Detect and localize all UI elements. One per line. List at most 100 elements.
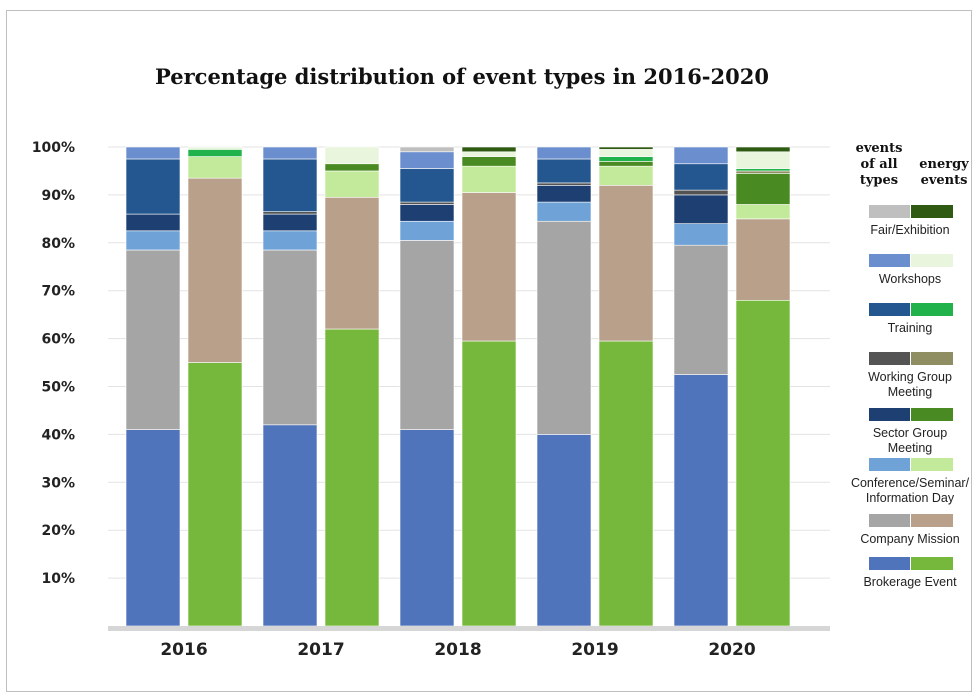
bar-energy-2017-sector-group-meeting-segment: [324, 163, 380, 172]
y-tick-label: 90%: [41, 188, 75, 204]
bar-energy-2020-sector-group-meeting-segment: [735, 173, 791, 205]
x-tick-label: 2017: [297, 640, 344, 660]
bar-all-2019-company-mission-segment: [536, 220, 592, 435]
legend-label-working-group-meeting: Working Group: [868, 370, 952, 384]
bar-all-2017-workshops-segment: [262, 146, 318, 160]
bar-energy-2018-workshops-segment: [461, 151, 517, 157]
legend-swatch-energy-company-mission: [911, 514, 953, 527]
axes: 10% 20% 30% 40% 50% 60% 70% 80% 90% 100% 2016 2017 2…: [32, 140, 830, 660]
bar-energy-2018-fair-exhibition-segment: [461, 146, 517, 153]
bar-energy-2020-fair-exhibition-segment: [735, 146, 791, 153]
bar-all-2016-conference-seminar-information-day-segment: [125, 230, 181, 251]
bar-energy-2019-workshops-segment: [598, 149, 654, 157]
legend-label-sector-group-meeting: Meeting: [888, 441, 933, 455]
legend-swatch-all-fair-exhibition: [869, 205, 910, 218]
legend-header-energy: events: [921, 173, 968, 188]
legend-header-all-types: types: [860, 173, 898, 188]
legend-label-conference-seminar-information-day: Conference/Seminar/: [851, 476, 970, 490]
bar-all-2016-training-segment: [125, 158, 181, 215]
y-tick-label: 30%: [41, 475, 75, 491]
bar-energy-2020-company-mission-segment: [735, 218, 791, 301]
bar-all-2017-working-group-meeting-segment: [262, 211, 318, 215]
legend-swatch-all-sector-group-meeting: [869, 408, 910, 421]
y-tick-label: 70%: [41, 284, 75, 300]
x-tick-label: 2016: [160, 640, 207, 660]
bar-all-2018-sector-group-meeting-segment: [399, 204, 455, 222]
bar-energy-2017-company-mission-segment: [324, 196, 380, 330]
bar-all-2019-working-group-meeting-segment: [536, 182, 592, 186]
bar-energy-2016-workshops-segment: [187, 146, 243, 150]
legend-swatch-energy-working-group-meeting: [911, 352, 953, 365]
bar-all-2019-conference-seminar-information-day-segment: [536, 201, 592, 222]
bar-all-2016-workshops-segment: [125, 146, 181, 160]
bar-energy-2020-working-group-meeting-segment: [735, 170, 791, 174]
bar-energy-2016-brokerage-event-segment: [187, 362, 243, 627]
y-tick-label: 80%: [41, 236, 75, 252]
legend-label-company-mission: Company Mission: [860, 532, 959, 546]
bar-all-2020-sector-group-meeting-segment: [673, 194, 729, 224]
y-tick-label: 50%: [41, 380, 75, 396]
bar-energy-2019-brokerage-event-segment: [598, 340, 654, 627]
bar-all-2020-company-mission-segment: [673, 244, 729, 375]
legend-label-fair-exhibition: Fair/Exhibition: [870, 223, 949, 237]
bar-all-2019-sector-group-meeting-segment: [536, 185, 592, 203]
x-axis-line: [108, 626, 830, 631]
y-tick-label: 40%: [41, 427, 75, 443]
bar-energy-2020-brokerage-event-segment: [735, 299, 791, 627]
legend-swatch-all-workshops: [869, 254, 910, 267]
y-tick-label: 20%: [41, 523, 75, 539]
bar-energy-2019-conference-seminar-information-day-segment: [598, 165, 654, 186]
bar-all-2017-company-mission-segment: [262, 249, 318, 426]
bar-energy-2016-training-segment: [187, 149, 243, 157]
legend-swatch-energy-brokerage-event: [911, 557, 953, 570]
bar-energy-2019-training-segment: [598, 156, 654, 162]
legend-header-energy: energy: [919, 157, 969, 172]
bar-all-2018-company-mission-segment: [399, 240, 455, 430]
legend-swatch-all-conference-seminar-information-day: [869, 458, 910, 471]
bar-energy-2019-company-mission-segment: [598, 185, 654, 342]
bar-all-2020-workshops-segment: [673, 146, 729, 165]
legend-label-workshops: Workshops: [879, 272, 941, 286]
bar-all-2018-conference-seminar-information-day-segment: [399, 220, 455, 241]
legend-swatch-all-working-group-meeting: [869, 352, 910, 365]
bar-all-2016-brokerage-event-segment: [125, 429, 181, 627]
legend-header-all-types: events: [856, 141, 903, 156]
bars: [125, 146, 791, 627]
chart-title: Percentage distribution of event types i…: [155, 64, 769, 89]
y-tick-label: 100%: [32, 140, 75, 156]
bar-all-2019-brokerage-event-segment: [536, 434, 592, 627]
legend-label-training: Training: [888, 321, 933, 335]
legend-label-working-group-meeting: Meeting: [888, 385, 933, 399]
y-tick-label: 10%: [41, 571, 75, 587]
y-tick-label: 60%: [41, 332, 75, 348]
legend-swatch-energy-fair-exhibition: [911, 205, 953, 218]
bar-energy-2017-brokerage-event-segment: [324, 328, 380, 627]
bar-all-2017-training-segment: [262, 158, 318, 212]
bar-all-2020-training-segment: [673, 163, 729, 191]
bar-energy-2018-sector-group-meeting-segment: [461, 156, 517, 167]
x-tick-label: 2020: [708, 640, 755, 660]
legend-swatch-all-brokerage-event: [869, 557, 910, 570]
bar-energy-2018-company-mission-segment: [461, 192, 517, 342]
bar-all-2019-training-segment: [536, 158, 592, 184]
bar-energy-2019-sector-group-meeting-segment: [598, 161, 654, 167]
x-tick-label: 2018: [434, 640, 481, 660]
legend-label-brokerage-event: Brokerage Event: [863, 575, 957, 589]
legend-label-sector-group-meeting: Sector Group: [873, 426, 947, 440]
bar-energy-2018-brokerage-event-segment: [461, 340, 517, 627]
bar-all-2018-workshops-segment: [399, 151, 455, 169]
legend-swatch-energy-workshops: [911, 254, 953, 267]
bar-all-2020-conference-seminar-information-day-segment: [673, 223, 729, 246]
bar-all-2016-sector-group-meeting-segment: [125, 213, 181, 232]
x-tick-label: 2019: [571, 640, 618, 660]
bar-all-2020-brokerage-event-segment: [673, 374, 729, 627]
bar-energy-2018-conference-seminar-information-day-segment: [461, 165, 517, 193]
legend-swatch-energy-training: [911, 303, 953, 316]
bar-energy-2019-fair-exhibition-segment: [598, 146, 654, 150]
legend-swatch-all-company-mission: [869, 514, 910, 527]
bar-energy-2017-conference-seminar-information-day-segment: [324, 170, 380, 198]
bar-all-2018-brokerage-event-segment: [399, 429, 455, 627]
bar-all-2017-sector-group-meeting-segment: [262, 213, 318, 232]
